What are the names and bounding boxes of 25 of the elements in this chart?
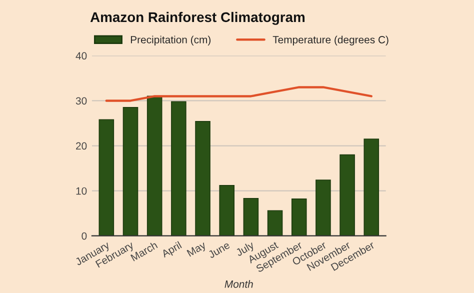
y-tick-label: 20 [76, 142, 87, 150]
x-axis-title: Month [224, 280, 253, 288]
bar [267, 210, 283, 236]
y-tick-label: 10 [76, 187, 87, 195]
bar [122, 107, 138, 236]
bar [243, 198, 259, 236]
legend-label: Temperature (degrees C) [272, 36, 388, 46]
bar [219, 184, 234, 236]
y-tick-label: 30 [76, 97, 87, 105]
x-tick-label: April [160, 241, 183, 260]
bar [171, 101, 186, 236]
line-series [105, 86, 372, 102]
x-tick-label: June [208, 241, 230, 259]
bar [316, 180, 331, 236]
bar [146, 96, 162, 236]
bar [364, 138, 380, 236]
y-tick-label: 40 [76, 52, 87, 60]
y-tick-label: 0 [82, 232, 87, 240]
bar [98, 119, 114, 236]
chart-title: Amazon Rainforest Climatogram [90, 12, 305, 25]
legend-label: Precipitation (cm) [130, 36, 211, 46]
bar [340, 154, 355, 236]
bar [291, 198, 307, 236]
x-tick-label: May [186, 241, 208, 259]
bar [195, 121, 210, 236]
